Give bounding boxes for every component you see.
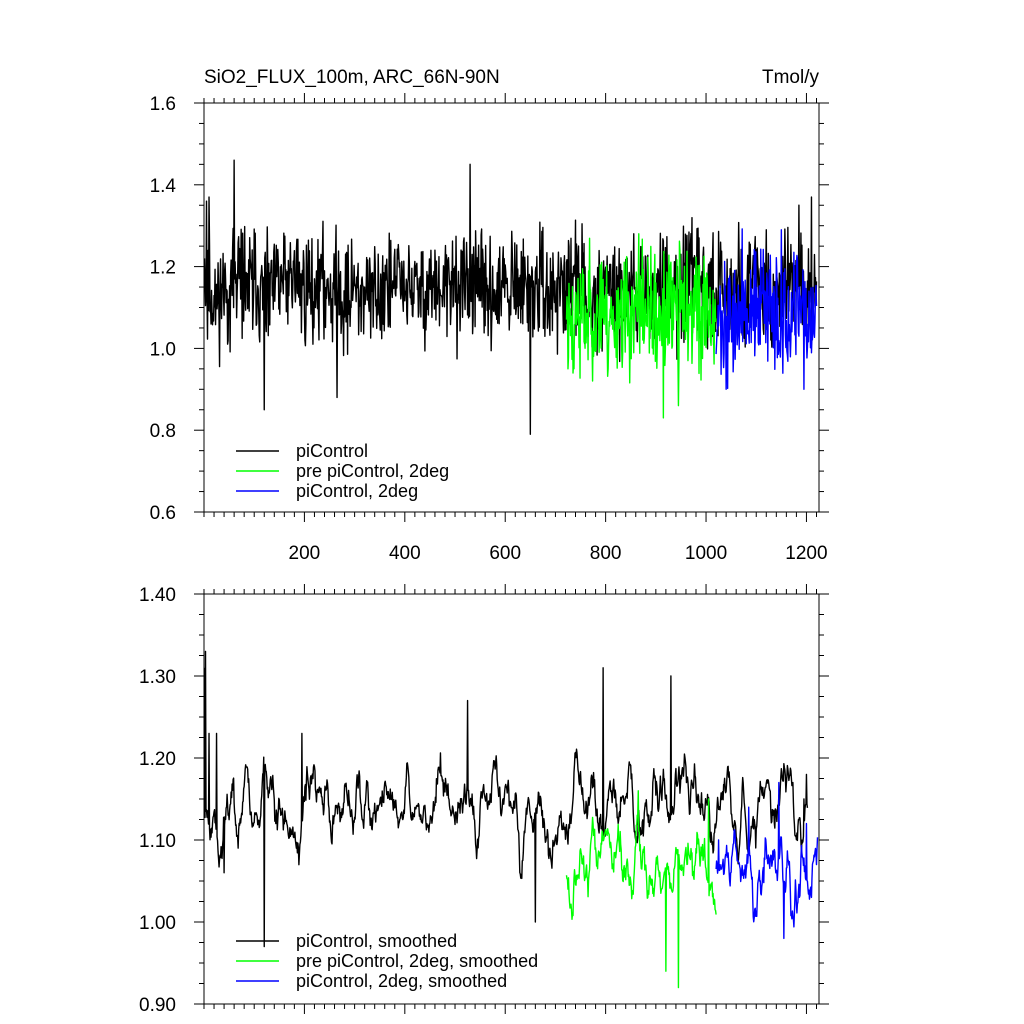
series-line-picontrol-2deg-smoothed xyxy=(715,781,819,940)
bottom-panel-ticks: 0.90 1.00 1.10 1.20 1.30 1.40 xyxy=(139,584,829,1016)
x-tick-label: 400 xyxy=(389,543,421,564)
legend-label-piControl-2deg-smoothed: piControl, 2deg, smoothed xyxy=(296,971,507,991)
y-tick-label: 1.20 xyxy=(139,749,176,770)
top-panel-legend: piControl pre piControl, 2deg piControl,… xyxy=(236,441,449,501)
bottom-panel: 0.90 1.00 1.10 1.20 1.30 1.40 piControl, smoo… xyxy=(139,584,829,1016)
x-tick-label: 200 xyxy=(289,543,321,564)
series-line-pre-picontrol-2deg xyxy=(565,233,717,419)
series-line-pre-picontrol-2deg-smoothed xyxy=(565,790,717,989)
legend-label-piControl: piControl xyxy=(296,441,368,461)
y-tick-label: 1.2 xyxy=(150,258,176,279)
y-tick-label: 1.6 xyxy=(150,94,176,115)
y-tick-label: 0.8 xyxy=(150,421,176,442)
top-panel: SiO2_FLUX_100m, ARC_66N-90N Tmol/y 200 40… xyxy=(150,67,829,564)
legend-label-pre-piControl-2deg-smoothed: pre piControl, 2deg, smoothed xyxy=(296,951,538,971)
bottom-panel-frame xyxy=(203,593,820,1005)
bottom-panel-series xyxy=(203,650,819,989)
x-tick-label: 600 xyxy=(489,543,521,564)
top-panel-frame xyxy=(203,102,820,513)
legend-label-piControl-smoothed: piControl, smoothed xyxy=(296,931,457,951)
y-tick-label: 1.10 xyxy=(139,831,176,852)
x-tick-label: 800 xyxy=(590,543,622,564)
x-tick-label: 1200 xyxy=(785,543,827,564)
y-tick-label: 0.6 xyxy=(150,503,176,524)
bottom-panel-legend: piControl, smoothed pre piControl, 2deg,… xyxy=(236,931,538,991)
top-panel-ticks: 200 400 600 800 1000 1200 0.6 0.8 1.0 1.2 1.4 1.6 xyxy=(150,93,829,564)
y-tick-label: 1.0 xyxy=(150,339,176,360)
y-tick-label: 0.90 xyxy=(139,995,176,1016)
y-tick-label: 1.40 xyxy=(139,585,176,606)
x-tick-label: 1000 xyxy=(685,543,727,564)
legend-label-pre-piControl-2deg: pre piControl, 2deg xyxy=(296,461,449,481)
y-tick-label: 1.00 xyxy=(139,913,176,934)
legend-label-piControl-2deg: piControl, 2deg xyxy=(296,481,418,501)
y-tick-label: 1.30 xyxy=(139,667,176,688)
series-line-picontrol-smoothed xyxy=(203,650,809,948)
series-line-picontrol-2deg xyxy=(715,228,818,390)
top-panel-units: Tmol/y xyxy=(762,67,820,88)
top-panel-title: SiO2_FLUX_100m, ARC_66N-90N xyxy=(204,67,500,88)
y-tick-label: 1.4 xyxy=(150,176,177,197)
top-panel-series xyxy=(203,159,818,435)
